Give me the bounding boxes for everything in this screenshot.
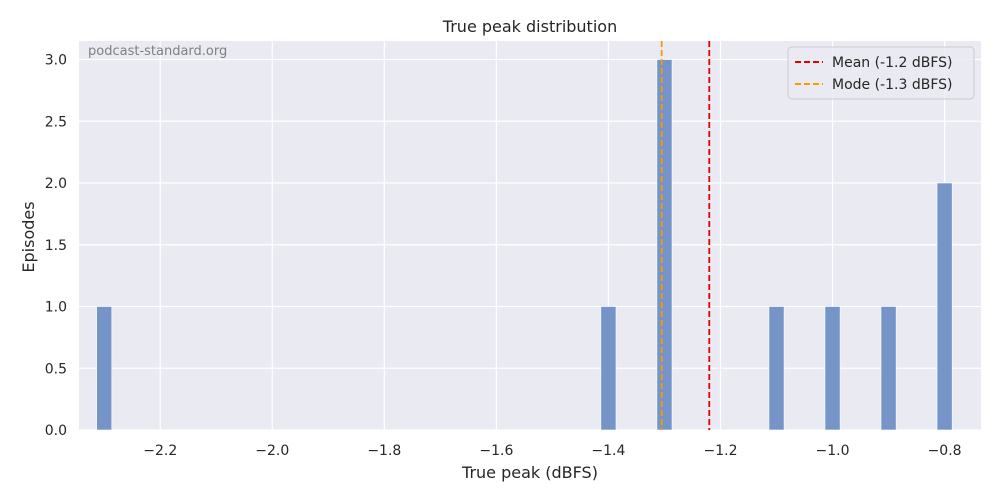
histogram-bar (96, 306, 113, 431)
x-tick-label: −1.4 (591, 443, 625, 459)
legend-mean-label: Mean (-1.2 dBFS) (832, 55, 952, 71)
x-tick-label: −1.0 (816, 443, 850, 459)
y-tick-label: 0.0 (45, 423, 67, 439)
x-tick-label: −2.2 (143, 443, 177, 459)
y-axis-label: Episodes (19, 201, 38, 272)
watermark-text: podcast-standard.org (88, 44, 227, 59)
x-tick-label: −1.6 (479, 443, 513, 459)
histogram-bar (880, 306, 897, 431)
chart-title: True peak distribution (442, 17, 617, 36)
histogram-bar (600, 306, 617, 431)
y-tick-label: 2.0 (45, 176, 67, 192)
y-tick-label: 1.5 (45, 238, 67, 254)
histogram-bar (656, 59, 673, 431)
y-tick-label: 2.5 (45, 114, 67, 130)
x-tick-label: −1.8 (367, 443, 401, 459)
x-axis-ticks: −2.2 −2.0 −1.8 −1.6 −1.4 −1.2 −1.0 −0.8 (143, 443, 961, 459)
reference-lines (660, 41, 711, 430)
histogram-bar (936, 182, 953, 431)
y-tick-label: 3.0 (45, 53, 67, 69)
histogram-bar (824, 306, 841, 431)
x-axis-label: True peak (dBFS) (461, 463, 598, 482)
bars (96, 59, 953, 431)
legend-box (787, 46, 975, 100)
x-tick-label: −0.8 (928, 443, 962, 459)
y-axis-ticks: 0.0 0.5 1.0 1.5 2.0 2.5 3.0 (45, 53, 67, 439)
y-tick-label: 0.5 (45, 361, 67, 377)
x-tick-label: −2.0 (255, 443, 289, 459)
y-tick-label: 1.0 (45, 300, 67, 316)
legend: Mean (-1.2 dBFS) Mode (-1.3 dBFS) (787, 46, 975, 100)
legend-mode-label: Mode (-1.3 dBFS) (832, 77, 952, 93)
histogram-bar (768, 306, 785, 431)
x-tick-label: −1.2 (703, 443, 737, 459)
